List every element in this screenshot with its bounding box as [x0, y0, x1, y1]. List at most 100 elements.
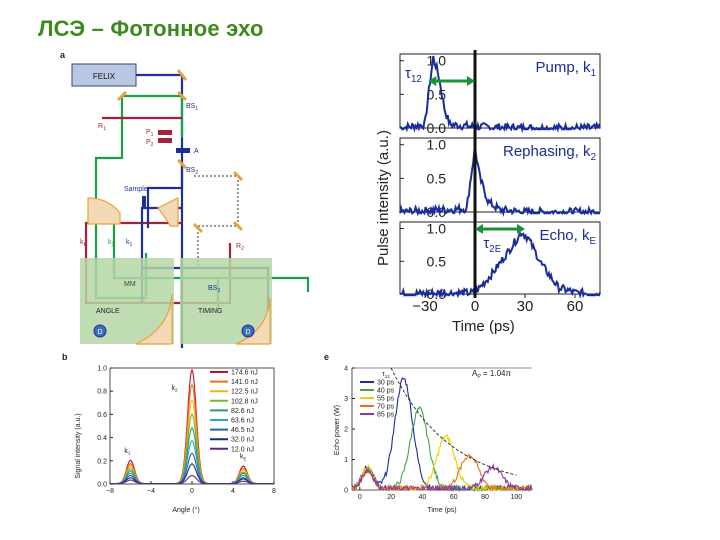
- signal-angle-chart: b Signal intensity (a.u.) Angle (°) 1.0 0…: [62, 352, 276, 514]
- e-yticklabel-0: 4: [344, 366, 348, 373]
- e-xticklabel-5: 100: [511, 494, 523, 501]
- e-xticklabel-1: 20: [387, 494, 395, 501]
- b-yticklabel-4: 0.2: [97, 458, 107, 465]
- k2-label: k2: [108, 239, 115, 248]
- panel-b-xlabel: Angle (°): [172, 506, 199, 514]
- b-legend-label-4: 82.6 nJ: [231, 408, 254, 415]
- attenuator-a: [176, 148, 190, 153]
- pulse-yticklabel-2-1: 0.5: [427, 253, 447, 269]
- b-peak-label-0: k1: [124, 448, 131, 456]
- e-xticklabel-3: 60: [450, 494, 458, 501]
- angle-label: ANGLE: [96, 308, 120, 315]
- p1-block: [158, 130, 172, 135]
- p1-label: P1: [146, 129, 154, 138]
- sample-mirror-left: [87, 197, 121, 225]
- e-series-3: [351, 453, 532, 492]
- e-xticklabel-0: 0: [358, 494, 362, 501]
- b-legend-label-8: 12.0 nJ: [231, 446, 254, 453]
- pulse-xticklabel-3: 60: [567, 298, 584, 315]
- pulse-yticklabel-1-0: 1.0: [427, 137, 447, 153]
- tau12-label: τ12: [405, 65, 422, 85]
- b-yticklabel-2: 0.6: [97, 412, 107, 419]
- panel-b-ylabel: Signal intensity (a.u.): [75, 413, 82, 478]
- e-legend-label-4: 85 ps: [377, 412, 395, 419]
- b-legend-label-7: 32.0 nJ: [231, 437, 254, 444]
- pulse-xticklabel-0: −30: [412, 298, 437, 315]
- panel-b-label: b: [62, 352, 68, 362]
- slide-title: ЛСЭ – Фотонное эхо: [38, 16, 264, 41]
- p2-label: P2: [146, 139, 154, 148]
- panel-e-ylabel: Echo power (W): [334, 405, 341, 455]
- e-legend-label-3: 70 ps: [377, 404, 395, 411]
- b-legend-label-5: 63.6 nJ: [231, 418, 254, 425]
- pulse-frame-2: [399, 221, 601, 295]
- angle-paraboloid: [135, 293, 173, 345]
- b-peak-label-2: kE: [240, 454, 247, 462]
- pulse-trace-label-1: Rephasing, k2: [503, 143, 596, 163]
- b-yticklabel-0: 1.0: [97, 366, 107, 373]
- b-legend-label-6: 46.5 nJ: [231, 427, 254, 434]
- pulse-trace-1: [399, 147, 600, 218]
- pulse-yticklabel-1-1: 0.5: [427, 170, 447, 186]
- pulse-frame-1: [399, 137, 601, 213]
- b-xticklabel-2: 0: [190, 488, 194, 495]
- b-yticklabel-1: 0.8: [97, 389, 107, 396]
- b-xticklabel-3: 4: [231, 488, 235, 495]
- b-yticklabel-5: 0.0: [97, 482, 107, 489]
- pulse-xticklabel-2: 30: [517, 298, 534, 315]
- e-legend-title: τ12: [382, 371, 390, 379]
- e-envelope: [390, 367, 517, 476]
- e-legend-label-1: 40 ps: [377, 388, 395, 395]
- b-legend-label-3: 102.8 nJ: [231, 398, 258, 405]
- k1-label: k1: [126, 239, 133, 248]
- e-annotation: AP = 1.04π: [472, 369, 512, 380]
- p2-block: [158, 138, 172, 143]
- e-legend-label-0: 30 ps: [377, 380, 395, 387]
- e-yticklabel-4: 0: [344, 488, 348, 495]
- r2-label: R2: [236, 243, 244, 252]
- mirror-set: [116, 69, 244, 234]
- pulse-xticklabel-1: 0: [471, 298, 479, 315]
- ke-label: kE: [80, 239, 88, 248]
- felix-label: FELIX: [93, 72, 116, 81]
- panel-a-label: a: [60, 50, 66, 60]
- b-legend-label-1: 141.0 nJ: [231, 379, 258, 386]
- e-yticklabel-3: 1: [344, 457, 348, 464]
- a-label: A: [194, 148, 199, 155]
- b-legend-label-0: 174.6 nJ: [231, 370, 258, 377]
- sample-label: Sample: [124, 186, 148, 193]
- b-xticklabel-4: 8: [272, 488, 276, 495]
- b-xticklabel-1: −4: [147, 488, 155, 495]
- tau2e-label: τ2E: [483, 235, 501, 255]
- b-legend-label-2: 122.5 nJ: [231, 389, 258, 396]
- setup-diagram: a FELIX P1 P2 A R1 R2 BS1 BS2 Sample kE …: [60, 50, 310, 348]
- pulse-xlabel: Time (ps): [452, 318, 515, 335]
- e-yticklabel-1: 3: [344, 396, 348, 403]
- pulse-trace-label-2: Echo, kE: [539, 227, 596, 247]
- e-series-4: [351, 462, 533, 493]
- b-series-8: [110, 474, 274, 485]
- pulse-intensity-chart: Pulse intensity (a.u.) 1.0 0.5 0.0 Pump, k1…: [375, 50, 601, 315]
- delay-dotted: [194, 175, 239, 268]
- timing-paraboloid: [235, 297, 271, 345]
- detector-timing: [241, 324, 255, 338]
- sample-mirror-right: [157, 197, 179, 227]
- detector-timing-label: D: [245, 329, 250, 336]
- panel-e-label: e: [324, 352, 329, 362]
- b-xticklabel-0: −8: [106, 488, 114, 495]
- pulse-yticklabel-2-0: 1.0: [427, 221, 447, 237]
- pulse-yticklabel-0-2: 0.0: [427, 120, 447, 136]
- bs1-label: BS1: [186, 103, 198, 112]
- e-xticklabel-2: 40: [419, 494, 427, 501]
- detector-angle: [93, 324, 107, 338]
- b-peak-label-1: k2: [172, 385, 179, 393]
- pulse-trace-label-0: Pump, k1: [536, 59, 596, 79]
- sample: [142, 196, 146, 208]
- pulse-trace-0: [399, 55, 601, 134]
- pulse-trace-2: [399, 231, 601, 299]
- pulse-ylabel: Pulse intensity (a.u.): [375, 130, 392, 266]
- bs2-label: BS2: [186, 167, 198, 176]
- e-legend-label-2: 55 ps: [377, 396, 395, 403]
- panel-e-xlabel: Time (ps): [427, 507, 456, 514]
